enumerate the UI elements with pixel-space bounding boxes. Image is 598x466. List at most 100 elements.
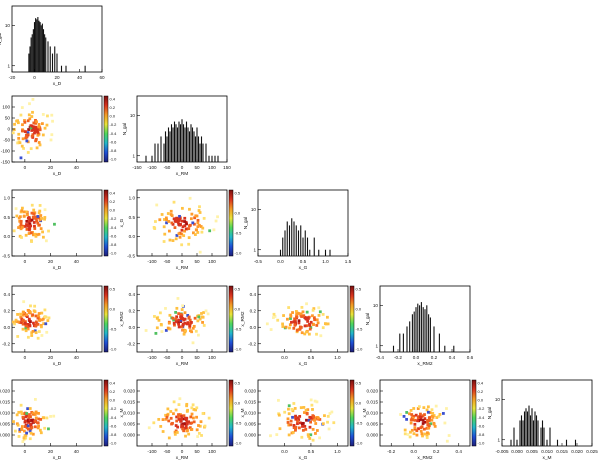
density-cell xyxy=(183,229,187,233)
y-tick-label: 0.015 xyxy=(245,400,257,405)
density-cell xyxy=(22,436,26,440)
density-cell xyxy=(421,434,424,438)
density-cell xyxy=(188,426,192,430)
density-cell xyxy=(192,222,196,226)
density-cell xyxy=(164,417,168,421)
x-tick-label: 0.0 xyxy=(281,355,288,360)
density-cell xyxy=(32,309,36,313)
histogram-bar xyxy=(420,302,422,352)
density-cell xyxy=(413,422,417,426)
density-cell xyxy=(269,328,273,331)
x-axis-label: x_RM xyxy=(176,265,189,271)
density-cell xyxy=(24,326,28,330)
histogram-bar xyxy=(565,439,568,446)
histogram-frame xyxy=(501,379,593,447)
density-cell xyxy=(17,410,21,414)
density-cell xyxy=(168,313,172,317)
density-cell xyxy=(180,206,184,210)
y-tick-label: -0.2 xyxy=(248,341,256,346)
density-cell xyxy=(304,427,308,431)
density-cell xyxy=(144,329,148,332)
density-cell xyxy=(11,131,15,135)
density-cell xyxy=(327,427,331,431)
density-cell xyxy=(26,427,30,431)
density-cell xyxy=(35,219,39,223)
density-cell xyxy=(194,329,198,333)
density-cell xyxy=(308,437,312,440)
density-cell xyxy=(167,321,171,325)
density-cell xyxy=(272,316,275,319)
density-cell xyxy=(25,139,29,143)
density-cell xyxy=(281,322,284,326)
density-cell xyxy=(187,315,191,319)
density-cell xyxy=(46,319,50,322)
histogram-bar xyxy=(44,34,46,72)
density-cell xyxy=(318,436,321,440)
density-cell xyxy=(21,123,24,127)
density-cell xyxy=(27,113,31,117)
density-cell xyxy=(183,317,187,321)
density-cell xyxy=(291,415,294,419)
y-tick-label: 0.2 xyxy=(250,308,257,313)
x-axis-label: x_D xyxy=(53,361,62,367)
density-cell xyxy=(164,307,167,310)
density-cell xyxy=(30,419,34,422)
density-cell xyxy=(36,421,40,425)
density-cell xyxy=(202,216,206,220)
x-tick-label: -20 xyxy=(9,75,16,80)
histogram-bar xyxy=(415,307,417,352)
histogram-bar xyxy=(438,333,440,352)
density-cell xyxy=(197,333,200,337)
x-tick-label: 1.0 xyxy=(334,449,341,454)
density-cell xyxy=(177,325,181,329)
density-cell xyxy=(17,435,21,438)
y-tick-label: 1 xyxy=(375,343,378,348)
density-cell xyxy=(37,123,41,126)
density-cell xyxy=(201,321,204,324)
density-cell xyxy=(18,321,22,324)
density-cell xyxy=(192,420,196,424)
density-cell xyxy=(179,318,182,322)
density-cell xyxy=(184,329,187,333)
density-cell xyxy=(17,136,21,140)
x-tick-label: 40 xyxy=(74,165,80,170)
density-cell xyxy=(23,225,27,228)
colorbar-tick-label: 0.4 xyxy=(110,381,116,386)
histogram-bar xyxy=(556,439,559,446)
density-cell xyxy=(165,415,169,419)
density-cell xyxy=(181,323,185,327)
density-cell xyxy=(445,407,448,410)
density-cell xyxy=(166,413,169,417)
density-cell xyxy=(409,409,413,412)
colorbar-tick-label: -1.0 xyxy=(356,441,364,446)
density-cell xyxy=(287,306,291,309)
density-cell xyxy=(27,418,30,422)
x-tick-label: -0.2 xyxy=(387,449,395,454)
density-cell xyxy=(38,127,42,131)
density-cell xyxy=(200,312,203,315)
x-tick-label: 0.2 xyxy=(433,449,440,454)
density-cell xyxy=(293,407,297,410)
density-cell xyxy=(169,410,173,413)
histogram-bar xyxy=(284,230,286,256)
density-cell xyxy=(29,422,32,426)
colorbar-tick-label: 0.2 xyxy=(110,389,116,394)
density-cell xyxy=(326,315,329,319)
histogram-bar xyxy=(444,345,446,352)
density-cell xyxy=(311,308,315,312)
density-cell xyxy=(155,316,159,320)
x-tick-label: 100 xyxy=(208,259,216,264)
density-cell xyxy=(426,410,430,414)
density-cell xyxy=(18,141,22,145)
density-cell xyxy=(170,221,174,225)
density-cell xyxy=(14,318,18,322)
density-cell xyxy=(290,320,293,324)
histogram-bar xyxy=(190,124,192,162)
density-cell xyxy=(180,228,184,232)
density-cell xyxy=(29,126,33,130)
density-cell xyxy=(172,400,176,404)
density-cell xyxy=(305,310,309,314)
density-cell xyxy=(49,138,53,142)
colorbar-tick-label: 0.0 xyxy=(110,398,116,403)
density-cell xyxy=(27,311,31,314)
